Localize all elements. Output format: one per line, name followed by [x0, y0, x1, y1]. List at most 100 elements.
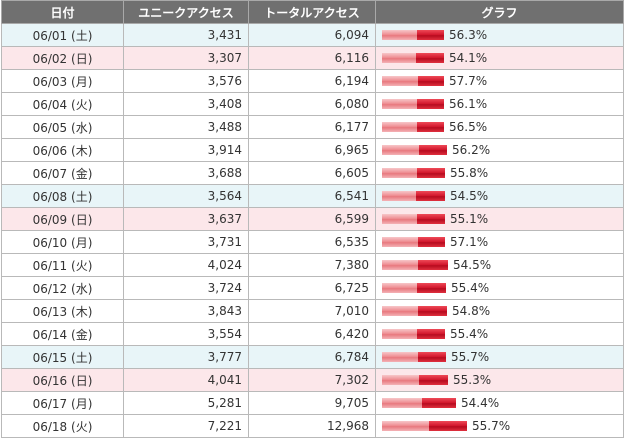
total-access-cell: 6,784	[248, 345, 376, 369]
date-cell: 06/02 (日)	[1, 46, 124, 70]
graph-bar-wrap: 55.7%	[382, 347, 617, 368]
date-cell: 06/16 (日)	[1, 368, 124, 392]
access-bar	[382, 352, 446, 362]
unique-bar-segment	[382, 375, 419, 385]
table-row: 06/17 (月) 5,281 9,705 54.4%	[1, 391, 624, 415]
table-row: 06/04 (火) 3,408 6,080 56.1%	[1, 92, 624, 116]
unique-access-cell: 3,637	[123, 207, 249, 231]
header-date: 日付	[1, 0, 124, 24]
unique-bar-segment	[382, 99, 417, 109]
unique-bar-segment	[382, 53, 416, 63]
graph-bar-wrap: 55.8%	[382, 163, 617, 184]
total-access-cell: 6,116	[248, 46, 376, 70]
graph-bar-wrap: 57.7%	[382, 71, 617, 92]
percentage-label: 56.2%	[452, 143, 491, 157]
graph-cell: 56.5%	[375, 115, 624, 139]
graph-bar-wrap: 56.5%	[382, 117, 617, 138]
graph-cell: 56.1%	[375, 92, 624, 116]
date-cell: 06/04 (火)	[1, 92, 124, 116]
percentage-label: 57.1%	[450, 235, 489, 249]
table-row: 06/18 (火) 7,221 12,968 55.7%	[1, 414, 624, 438]
graph-cell: 55.8%	[375, 161, 624, 185]
repeat-bar-segment	[429, 421, 467, 431]
unique-access-cell: 3,724	[123, 276, 249, 300]
header-row: 日付 ユニークアクセス トータルアクセス グラフ	[1, 0, 624, 24]
percentage-label: 54.4%	[461, 396, 500, 410]
date-cell: 06/14 (金)	[1, 322, 124, 346]
date-cell: 06/15 (土)	[1, 345, 124, 369]
date-cell: 06/09 (日)	[1, 207, 124, 231]
unique-bar-segment	[382, 214, 417, 224]
unique-access-cell: 3,488	[123, 115, 249, 139]
date-cell: 06/17 (月)	[1, 391, 124, 415]
percentage-label: 57.7%	[449, 74, 488, 88]
date-cell: 06/05 (水)	[1, 115, 124, 139]
repeat-bar-segment	[418, 237, 445, 247]
access-bar	[382, 214, 445, 224]
graph-bar-wrap: 54.4%	[382, 393, 617, 414]
access-bar	[382, 76, 444, 86]
access-bar	[382, 375, 448, 385]
graph-cell: 57.7%	[375, 69, 624, 93]
date-cell: 06/08 (土)	[1, 184, 124, 208]
percentage-label: 54.5%	[453, 258, 492, 272]
access-bar	[382, 122, 444, 132]
percentage-label: 55.8%	[450, 166, 489, 180]
repeat-bar-segment	[418, 260, 448, 270]
table-row: 06/09 (日) 3,637 6,599 55.1%	[1, 207, 624, 231]
date-cell: 06/07 (金)	[1, 161, 124, 185]
percentage-label: 55.1%	[450, 212, 489, 226]
header-total-access: トータルアクセス	[248, 0, 376, 24]
table-row: 06/10 (月) 3,731 6,535 57.1%	[1, 230, 624, 254]
date-cell: 06/11 (火)	[1, 253, 124, 277]
graph-cell: 54.4%	[375, 391, 624, 415]
total-access-cell: 6,420	[248, 322, 376, 346]
total-access-cell: 12,968	[248, 414, 376, 438]
graph-cell: 55.7%	[375, 414, 624, 438]
total-access-cell: 9,705	[248, 391, 376, 415]
graph-bar-wrap: 56.1%	[382, 94, 617, 115]
unique-bar-segment	[382, 191, 416, 201]
table-header: 日付 ユニークアクセス トータルアクセス グラフ	[1, 0, 624, 24]
total-access-cell: 6,094	[248, 23, 376, 47]
graph-cell: 54.5%	[375, 253, 624, 277]
table-row: 06/01 (土) 3,431 6,094 56.3%	[1, 23, 624, 47]
access-bar	[382, 145, 447, 155]
graph-bar-wrap: 55.3%	[382, 370, 617, 391]
access-bar	[382, 283, 446, 293]
table-row: 06/05 (水) 3,488 6,177 56.5%	[1, 115, 624, 139]
graph-cell: 56.3%	[375, 23, 624, 47]
graph-bar-wrap: 54.8%	[382, 301, 617, 322]
repeat-bar-segment	[417, 168, 445, 178]
graph-bar-wrap: 55.4%	[382, 324, 617, 345]
graph-cell: 57.1%	[375, 230, 624, 254]
unique-access-cell: 3,777	[123, 345, 249, 369]
date-cell: 06/12 (水)	[1, 276, 124, 300]
date-cell: 06/06 (木)	[1, 138, 124, 162]
repeat-bar-segment	[418, 352, 446, 362]
total-access-cell: 7,302	[248, 368, 376, 392]
unique-access-cell: 4,024	[123, 253, 249, 277]
graph-bar-wrap: 55.4%	[382, 278, 617, 299]
unique-bar-segment	[382, 168, 417, 178]
unique-access-cell: 3,914	[123, 138, 249, 162]
unique-access-cell: 5,281	[123, 391, 249, 415]
total-access-cell: 6,177	[248, 115, 376, 139]
unique-bar-segment	[382, 260, 418, 270]
unique-bar-segment	[382, 76, 418, 86]
total-access-cell: 6,535	[248, 230, 376, 254]
table-row: 06/07 (金) 3,688 6,605 55.8%	[1, 161, 624, 185]
table-row: 06/03 (月) 3,576 6,194 57.7%	[1, 69, 624, 93]
repeat-bar-segment	[417, 30, 444, 40]
unique-access-cell: 4,041	[123, 368, 249, 392]
percentage-label: 56.3%	[449, 28, 488, 42]
percentage-label: 55.3%	[453, 373, 492, 387]
repeat-bar-segment	[422, 398, 456, 408]
graph-cell: 54.8%	[375, 299, 624, 323]
percentage-label: 54.8%	[452, 304, 491, 318]
date-cell: 06/01 (土)	[1, 23, 124, 47]
unique-access-cell: 3,431	[123, 23, 249, 47]
unique-bar-segment	[382, 421, 429, 431]
unique-bar-segment	[382, 30, 417, 40]
header-unique-access: ユニークアクセス	[123, 0, 249, 24]
